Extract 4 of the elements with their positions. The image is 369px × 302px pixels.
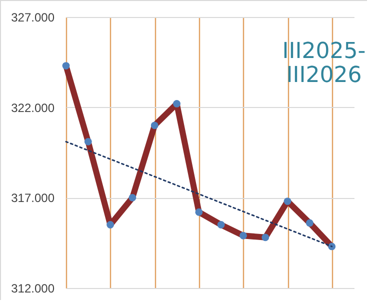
y-tick-label: 322.000 bbox=[11, 100, 55, 115]
y-tick-label: 317.000 bbox=[11, 191, 55, 206]
y-tick-label: 312.000 bbox=[11, 282, 55, 296]
y-tick-label: 327.000 bbox=[11, 10, 55, 24]
